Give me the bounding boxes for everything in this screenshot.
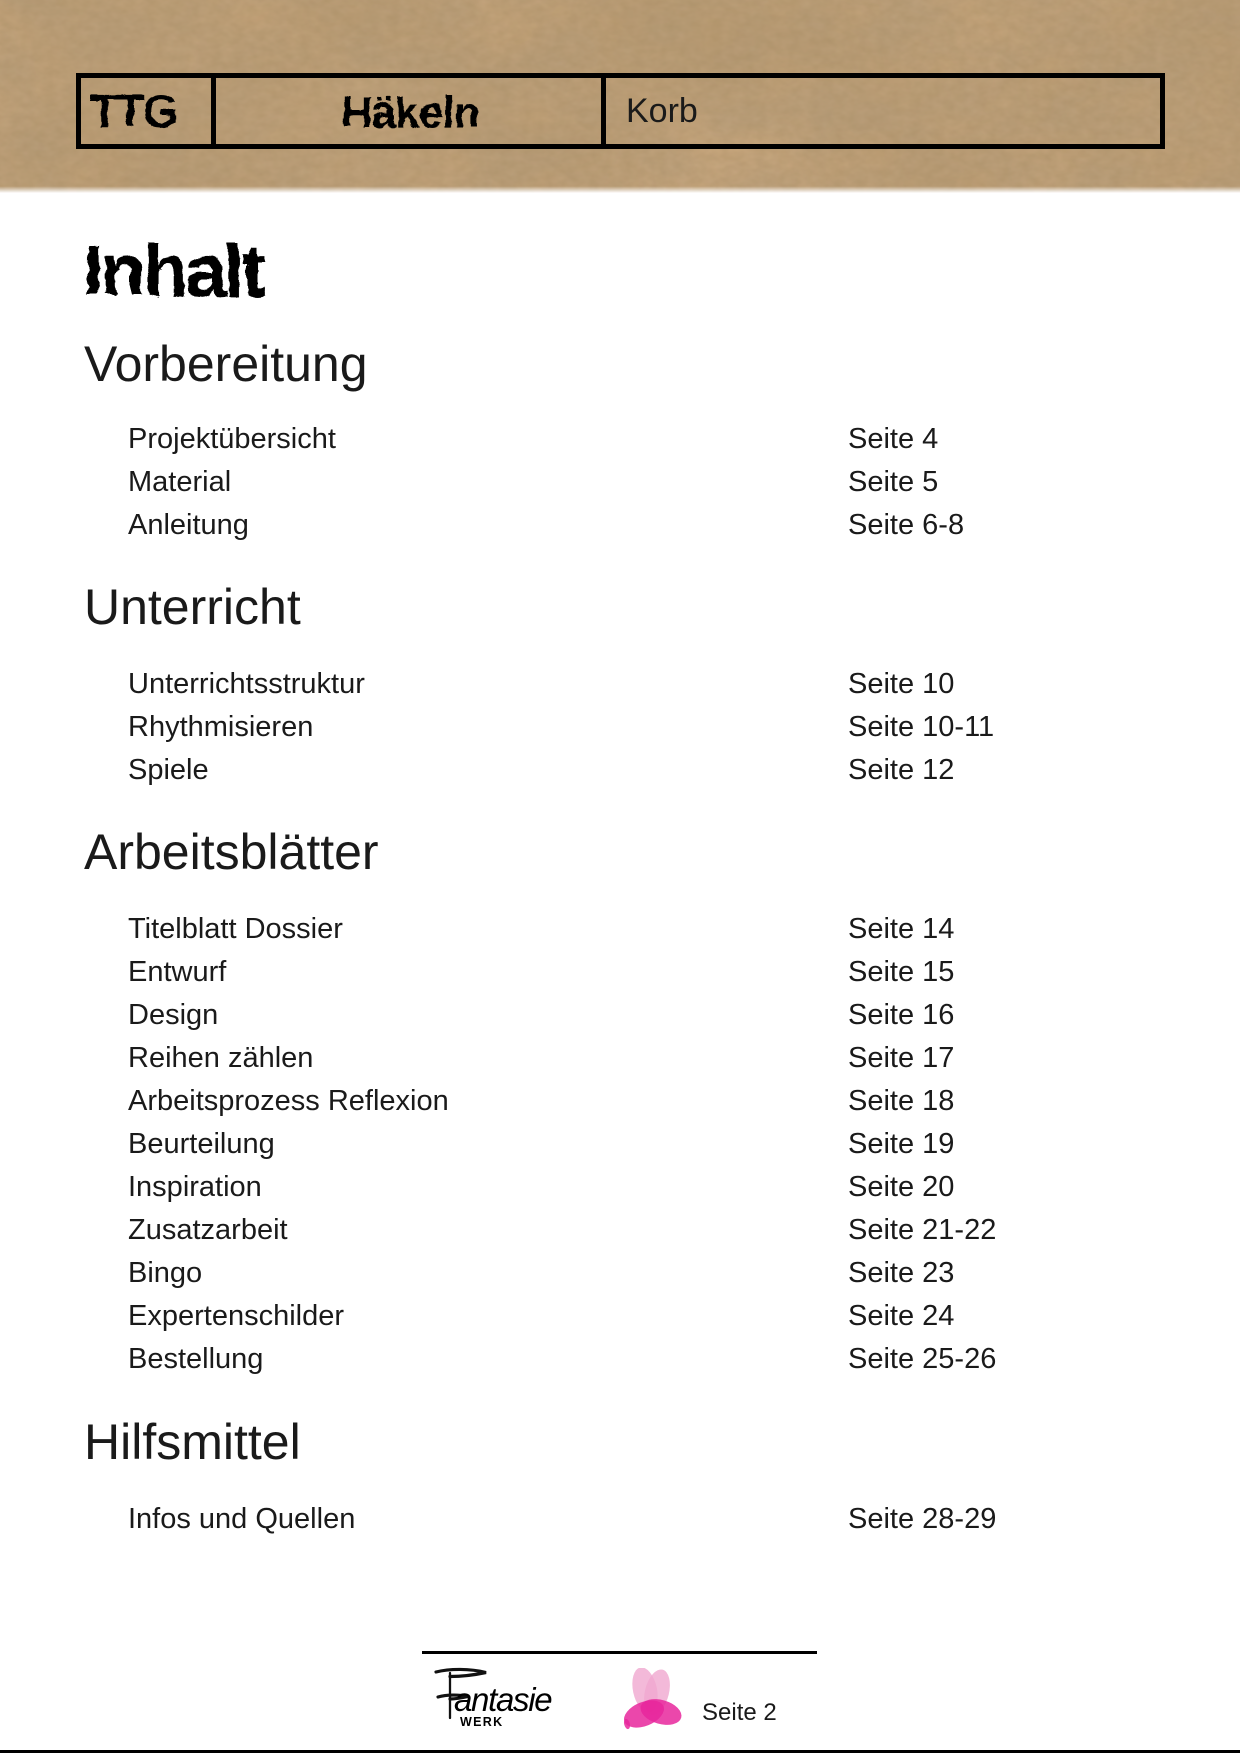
svg-text:antasie: antasie (454, 1681, 552, 1718)
svg-text:WERK: WERK (460, 1715, 503, 1729)
svg-text:Häkeln: Häkeln (339, 87, 477, 136)
svg-text:TTG: TTG (89, 84, 175, 136)
svg-text:Inhalt: Inhalt (81, 227, 263, 310)
